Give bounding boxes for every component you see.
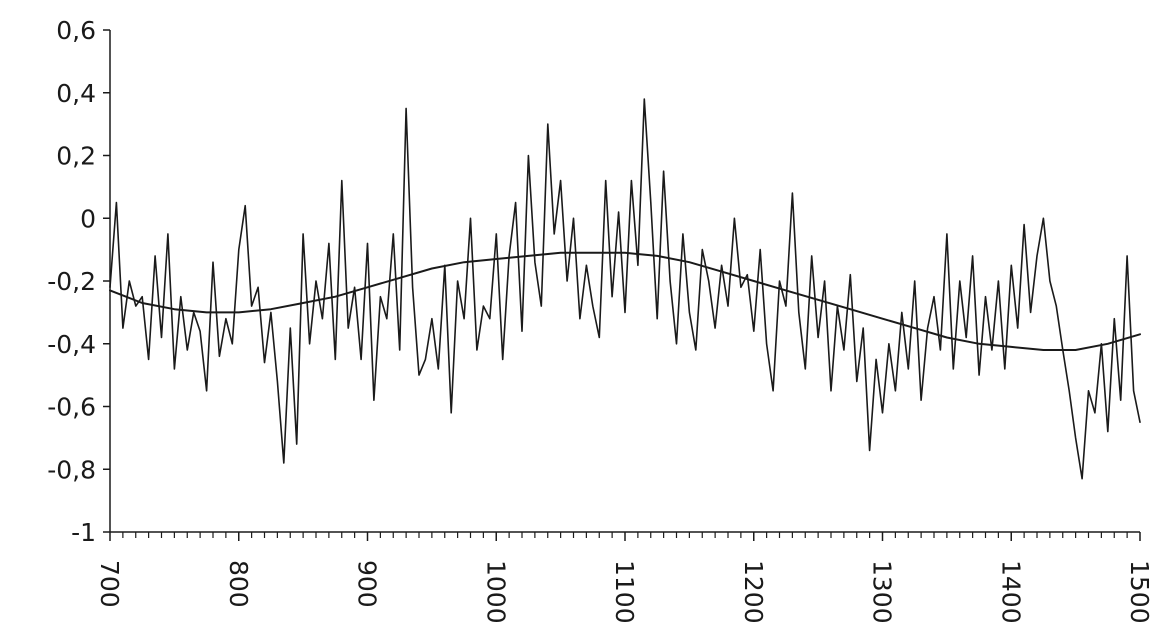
y-tick-label: -0,6 — [47, 393, 96, 422]
trend-line — [109, 251, 1141, 351]
series-layer — [109, 98, 1141, 480]
x-tick-label: 900 — [353, 560, 382, 608]
x-tick-label: 1200 — [739, 560, 768, 624]
y-axis: 0,6 0,4 0,2 0 -0,2 -0,4 -0,6 -0,8 -1 — [47, 16, 111, 547]
y-tick-label: 0,4 — [56, 79, 96, 108]
y-tick-label: -0,2 — [47, 267, 96, 296]
x-tick-label: 700 — [95, 560, 124, 608]
y-tick-label: -0,4 — [47, 330, 96, 359]
x-tick-label: 1400 — [996, 560, 1025, 624]
annual-series-line — [109, 98, 1141, 480]
x-tick-label: 1500 — [1125, 560, 1154, 624]
y-tick-label: 0,2 — [56, 142, 96, 171]
x-tick-label: 1300 — [868, 560, 897, 624]
x-tick-label: 1000 — [481, 560, 510, 624]
x-tick-label: 800 — [224, 560, 253, 608]
x-tick-label: 1100 — [610, 560, 639, 624]
y-tick-label: -1 — [71, 518, 96, 547]
y-tick-label: 0,6 — [56, 16, 96, 45]
y-tick-label: 0 — [80, 204, 96, 233]
y-tick-label: -0,8 — [47, 455, 96, 484]
x-axis: 700 800 900 1000 1100 1200 1300 1400 1500 — [95, 531, 1154, 624]
